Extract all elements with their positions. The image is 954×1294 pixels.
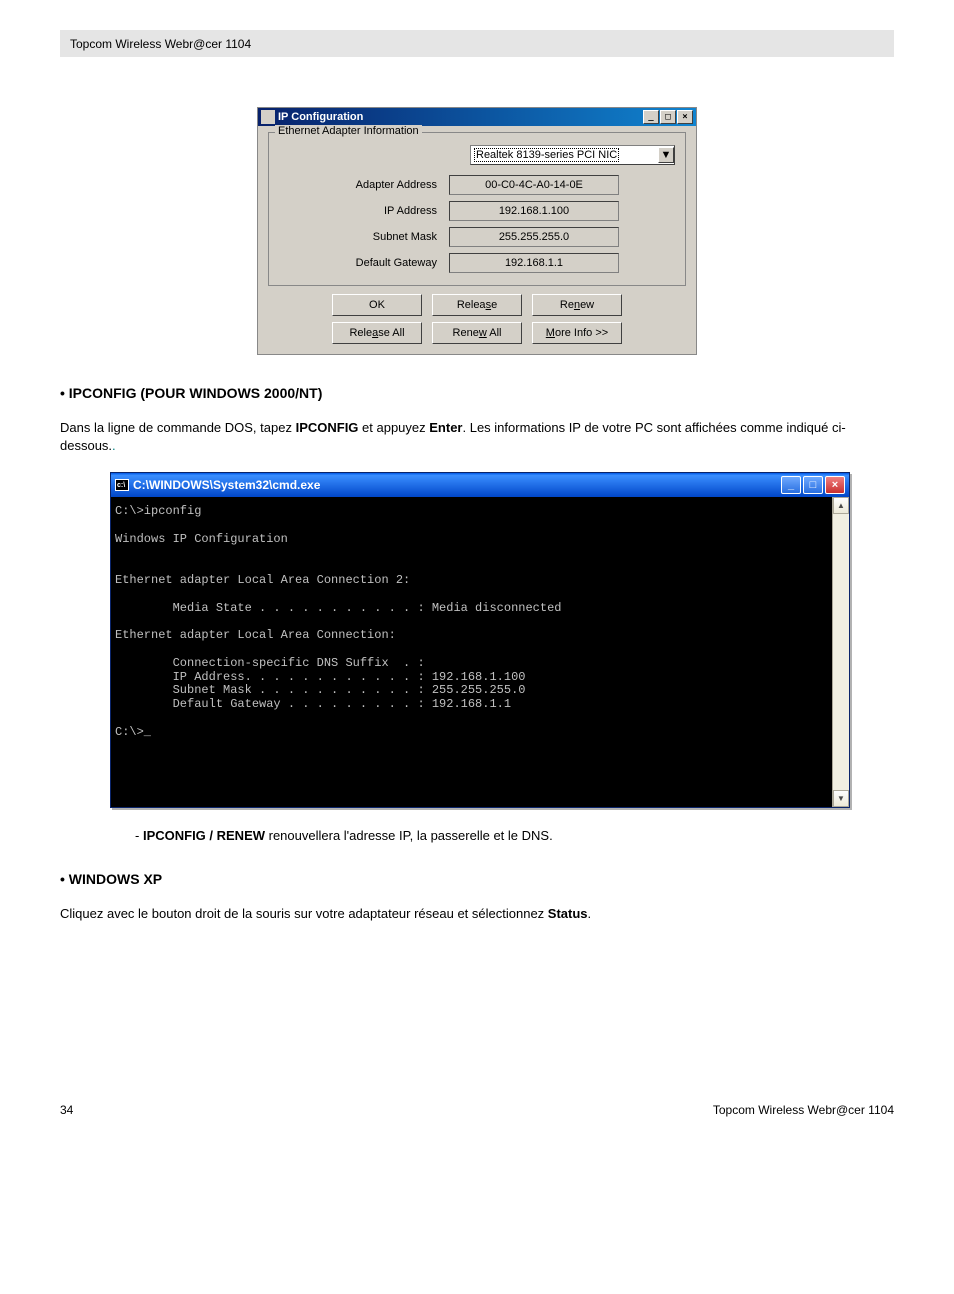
cmd-minimize-icon[interactable]: _ <box>781 476 801 494</box>
adapter-dropdown[interactable]: Realtek 8139-series PCI NIC ▼ <box>470 145 675 165</box>
more-info-button[interactable]: More Info >> <box>532 322 622 344</box>
close-icon[interactable]: × <box>677 110 693 124</box>
value-adapter-address: 00-C0-4C-A0-14-0E <box>449 175 619 195</box>
para-windows-xp: Cliquez avec le bouton droit de la souri… <box>60 905 894 923</box>
scroll-track[interactable] <box>833 514 849 790</box>
maximize-icon[interactable]: □ <box>660 110 676 124</box>
renew-all-button[interactable]: Renew All <box>432 322 522 344</box>
cmd-icon: c:\ <box>115 479 129 491</box>
scroll-up-icon[interactable]: ▲ <box>833 497 849 514</box>
note-ipconfig-renew: - IPCONFIG / RENEW renouvellera l'adress… <box>135 828 894 843</box>
heading-windows-xp: • WINDOWS XP <box>60 871 894 887</box>
release-all-button[interactable]: Release All <box>332 322 422 344</box>
label-default-gateway: Default Gateway <box>279 257 449 269</box>
cmd-window: c:\ C:\WINDOWS\System32\cmd.exe _ □ × C:… <box>110 472 850 808</box>
value-subnet-mask: 255.255.255.0 <box>449 227 619 247</box>
ipconfig-titlebar: IP Configuration _ □ × <box>258 108 696 126</box>
doc-header: Topcom Wireless Webr@cer 1104 <box>60 30 894 57</box>
renew-button[interactable]: Renew <box>532 294 622 316</box>
minimize-icon[interactable]: _ <box>643 110 659 124</box>
cmd-maximize-icon[interactable]: □ <box>803 476 823 494</box>
value-ip-address: 192.168.1.100 <box>449 201 619 221</box>
cmd-close-icon[interactable]: × <box>825 476 845 494</box>
label-subnet-mask: Subnet Mask <box>279 231 449 243</box>
label-ip-address: IP Address <box>279 205 449 217</box>
cmd-title: C:\WINDOWS\System32\cmd.exe <box>133 478 320 492</box>
ipconfig-window: IP Configuration _ □ × Ethernet Adapter … <box>257 107 697 355</box>
cmd-output: C:\>ipconfig Windows IP Configuration Et… <box>111 497 832 807</box>
page-footer: 34 Topcom Wireless Webr@cer 1104 <box>60 1103 894 1117</box>
app-icon <box>261 110 275 124</box>
scroll-down-icon[interactable]: ▼ <box>833 790 849 807</box>
chevron-down-icon[interactable]: ▼ <box>658 147 674 163</box>
value-default-gateway: 192.168.1.1 <box>449 253 619 273</box>
fieldset-legend: Ethernet Adapter Information <box>275 125 422 137</box>
footer-brand: Topcom Wireless Webr@cer 1104 <box>713 1103 894 1117</box>
ok-button[interactable]: OK <box>332 294 422 316</box>
window-title: IP Configuration <box>278 111 363 123</box>
adapter-fieldset: Ethernet Adapter Information Realtek 813… <box>268 132 686 286</box>
release-button[interactable]: Release <box>432 294 522 316</box>
heading-ipconfig-2000nt: • IPCONFIG (POUR WINDOWS 2000/NT) <box>60 385 894 401</box>
label-adapter-address: Adapter Address <box>279 179 449 191</box>
cmd-titlebar: c:\ C:\WINDOWS\System32\cmd.exe _ □ × <box>111 473 849 497</box>
doc-header-text: Topcom Wireless Webr@cer 1104 <box>70 37 251 51</box>
para-ipconfig: Dans la ligne de commande DOS, tapez IPC… <box>60 419 894 454</box>
adapter-selected: Realtek 8139-series PCI NIC <box>474 148 619 162</box>
page-number: 34 <box>60 1103 73 1117</box>
scrollbar[interactable]: ▲ ▼ <box>832 497 849 807</box>
